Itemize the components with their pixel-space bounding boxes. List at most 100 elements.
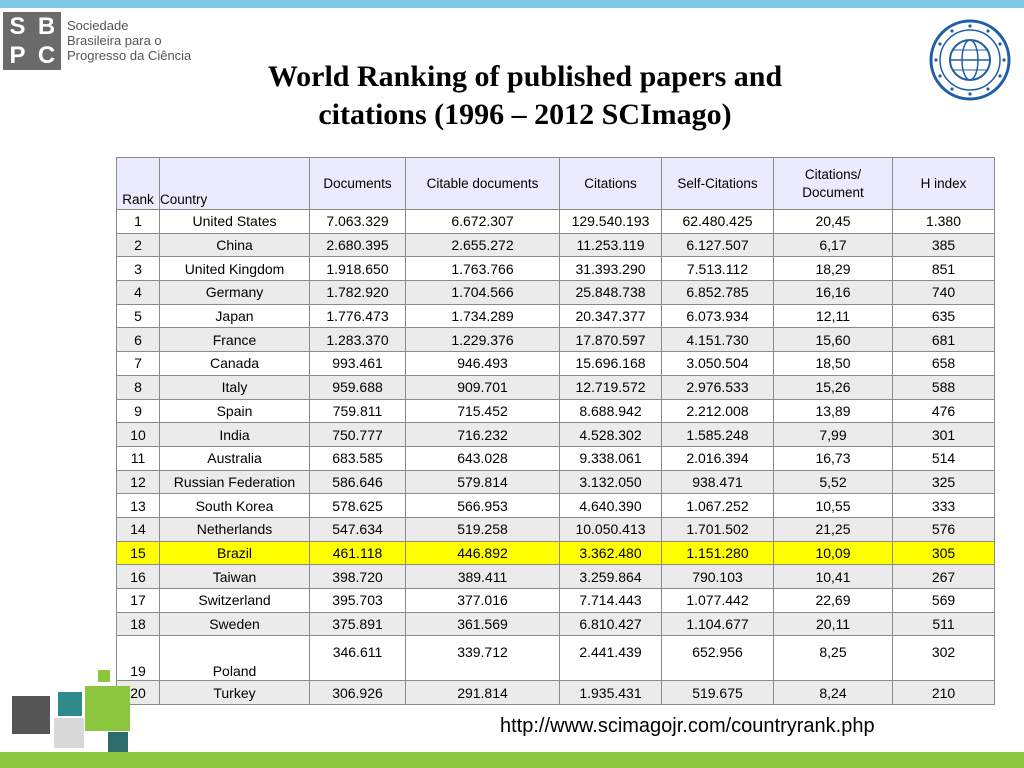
cell-citations: 3.132.050 <box>559 469 662 495</box>
cell-self-citations: 938.471 <box>661 469 774 495</box>
cell-citations: 7.714.443 <box>559 588 662 613</box>
cell-country: United States <box>159 209 310 234</box>
decorative-square <box>85 686 130 731</box>
cell-country: Russian Federation <box>159 469 310 495</box>
page-title: World Ranking of published papers and ci… <box>180 58 870 134</box>
cell-citations-per-document: 13,89 <box>773 398 893 424</box>
title-line-2: citations (1996 – 2012 SCImago) <box>318 98 732 131</box>
cell-h-index: 1.380 <box>892 209 995 234</box>
cell-self-citations: 1.077.442 <box>661 588 774 613</box>
cell-citations-per-document: 22,69 <box>773 588 893 613</box>
cell-citations-per-document: 12,11 <box>773 303 893 329</box>
cell-citations: 129.540.193 <box>559 209 662 234</box>
cell-h-index: 302 <box>892 635 995 682</box>
cell-citable-documents: 1.704.566 <box>405 280 560 305</box>
cell-documents: 375.891 <box>309 611 406 637</box>
table-row: 14 Netherlands 547.634 519.258 10.050.413 1.7… <box>116 516 995 542</box>
bottom-accent-bar <box>0 752 1024 768</box>
cell-citable-documents: 519.258 <box>405 516 560 542</box>
cell-citations: 31.393.290 <box>559 256 662 282</box>
cell-citations: 4.640.390 <box>559 493 662 518</box>
cell-citations-per-document: 8,24 <box>773 680 893 706</box>
cell-self-citations: 1.151.280 <box>661 540 774 566</box>
cell-h-index: 267 <box>892 564 995 589</box>
cell-documents: 306.926 <box>309 680 406 706</box>
cell-self-citations: 6.852.785 <box>661 280 774 305</box>
cell-rank: 2 <box>116 232 160 258</box>
cell-rank: 11 <box>116 445 160 471</box>
source-url: http://www.scimagojr.com/countryrank.php <box>500 715 875 737</box>
title-line-1: World Ranking of published papers and <box>267 60 783 93</box>
cell-citations-per-document: 15,26 <box>773 374 893 400</box>
cell-rank: 17 <box>116 588 160 613</box>
cell-citations: 1.935.431 <box>559 680 662 706</box>
cell-citations-per-document: 10,09 <box>773 540 893 566</box>
cell-citations-per-document: 20,11 <box>773 611 893 637</box>
cell-documents: 2.680.395 <box>309 232 406 258</box>
cell-rank: 9 <box>116 398 160 424</box>
cell-citations: 2.441.439 <box>559 635 662 682</box>
cell-rank: 19 <box>116 635 160 682</box>
cell-self-citations: 6.073.934 <box>661 303 774 329</box>
cell-citations: 25.848.738 <box>559 280 662 305</box>
cell-country: Turkey <box>159 680 310 706</box>
cell-citable-documents: 1.734.289 <box>405 303 560 329</box>
header-h-index: H index <box>892 157 995 210</box>
cell-citations: 8.688.942 <box>559 398 662 424</box>
cell-documents: 1.918.650 <box>309 256 406 282</box>
cell-citations-per-document: 20,45 <box>773 209 893 234</box>
cell-citations: 3.259.864 <box>559 564 662 589</box>
cell-documents: 346.611 <box>309 635 406 682</box>
cell-citations-per-document: 5,52 <box>773 469 893 495</box>
cell-country: Brazil <box>159 540 310 566</box>
cell-h-index: 569 <box>892 588 995 613</box>
cell-rank: 10 <box>116 422 160 447</box>
cell-documents: 1.776.473 <box>309 303 406 329</box>
sbpc-logo-text: Sociedade Brasileira para o Progresso da… <box>67 18 191 63</box>
table-row: 15 Brazil 461.118 446.892 3.362.480 1.151.280… <box>116 540 995 566</box>
table-row: 10 India 750.777 716.232 4.528.302 1.585.248 7… <box>116 422 995 447</box>
cell-self-citations: 62.480.425 <box>661 209 774 234</box>
cell-country: Italy <box>159 374 310 400</box>
cell-documents: 547.634 <box>309 516 406 542</box>
china-association-science-technology-seal-icon <box>928 18 1012 102</box>
table-row: 19 Poland 346.611 339.712 2.441.439 652.956 8,… <box>116 635 995 682</box>
logo-line: Progresso da Ciência <box>67 48 192 63</box>
cell-h-index: 511 <box>892 611 995 637</box>
cell-citable-documents: 377.016 <box>405 588 560 613</box>
cell-documents: 750.777 <box>309 422 406 447</box>
cell-h-index: 740 <box>892 280 995 305</box>
cell-self-citations: 7.513.112 <box>661 256 774 282</box>
cell-citations: 17.870.597 <box>559 327 662 353</box>
cell-citations: 3.362.480 <box>559 540 662 566</box>
cell-h-index: 681 <box>892 327 995 353</box>
cell-self-citations: 519.675 <box>661 680 774 706</box>
cell-documents: 1.782.920 <box>309 280 406 305</box>
cell-self-citations: 1.585.248 <box>661 422 774 447</box>
sbpc-logo-mark: S B P C <box>3 12 61 70</box>
decorative-square <box>58 692 82 716</box>
cell-country: Canada <box>159 351 310 376</box>
cell-citable-documents: 291.814 <box>405 680 560 706</box>
cell-h-index: 658 <box>892 351 995 376</box>
cell-citations-per-document: 7,99 <box>773 422 893 447</box>
table-row: 17 Switzerland 395.703 377.016 7.714.443 1.07… <box>116 588 995 613</box>
cell-self-citations: 652.956 <box>661 635 774 682</box>
cell-rank: 13 <box>116 493 160 518</box>
sbpc-logo: S B P C Sociedade Brasileira para o Prog… <box>3 12 193 70</box>
table-row: 5 Japan 1.776.473 1.734.289 20.347.377 6.073.… <box>116 303 995 329</box>
table-row: 16 Taiwan 398.720 389.411 3.259.864 790.103 10… <box>116 564 995 589</box>
cell-h-index: 851 <box>892 256 995 282</box>
cell-rank: 14 <box>116 516 160 542</box>
cell-citable-documents: 339.712 <box>405 635 560 682</box>
cell-self-citations: 1.701.502 <box>661 516 774 542</box>
cell-country: South Korea <box>159 493 310 518</box>
cell-documents: 398.720 <box>309 564 406 589</box>
cell-citable-documents: 946.493 <box>405 351 560 376</box>
table-row: 18 Sweden 375.891 361.569 6.810.427 1.104.677… <box>116 611 995 637</box>
cell-self-citations: 1.104.677 <box>661 611 774 637</box>
decorative-square <box>12 696 50 734</box>
cell-documents: 993.461 <box>309 351 406 376</box>
cell-citations-per-document: 18,50 <box>773 351 893 376</box>
cell-h-index: 588 <box>892 374 995 400</box>
